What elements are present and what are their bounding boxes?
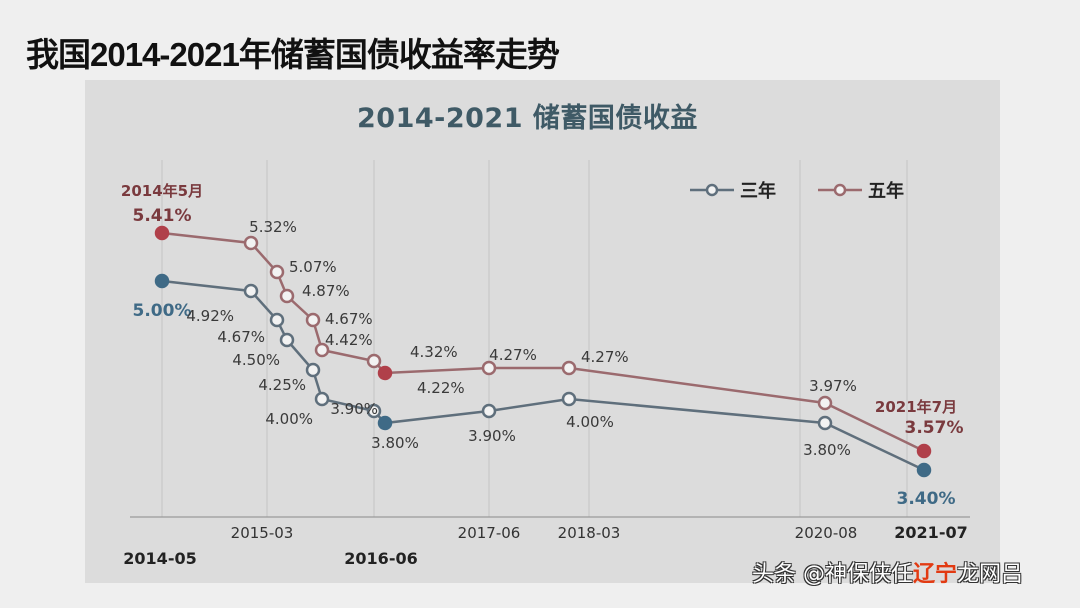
data-point	[377, 365, 393, 381]
data-point	[314, 391, 330, 407]
x-tick-label: 2020-08	[795, 524, 858, 542]
data-point	[916, 443, 932, 459]
vertical-gridlines	[161, 160, 908, 517]
data-point	[305, 312, 321, 328]
legend: 三年 五年	[690, 180, 904, 202]
data-label: 5.00%	[133, 301, 192, 321]
series-group	[154, 225, 932, 478]
x-tick-label: 2018-03	[558, 524, 621, 542]
data-label: 5.41%	[133, 206, 192, 226]
data-point	[366, 403, 382, 419]
data-point	[916, 462, 932, 478]
data-point	[269, 312, 285, 328]
data-label: 5.07%	[289, 258, 337, 276]
data-label: 4.25%	[258, 376, 306, 394]
data-label: 4.42%	[325, 331, 373, 349]
data-point	[561, 360, 577, 376]
data-point	[481, 403, 497, 419]
annotation-end: 2021年7月	[875, 398, 957, 416]
data-point	[269, 264, 285, 280]
data-label: 4.27%	[489, 346, 537, 364]
data-point	[314, 342, 330, 358]
data-point	[481, 360, 497, 376]
watermark-suffix: 龙网吕	[957, 562, 1024, 587]
annotation-start: 2014年5月	[121, 182, 203, 200]
data-label: 3.57%	[905, 418, 964, 438]
data-label: 3.40%	[897, 489, 956, 509]
data-point	[561, 391, 577, 407]
legend-label-five-year: 五年	[868, 180, 904, 202]
x-tick-label: 2016-06	[344, 549, 417, 568]
data-label: 3.90%	[468, 427, 516, 445]
x-tick-label: 2021-07	[894, 523, 967, 542]
data-label: 4.00%	[566, 413, 614, 431]
data-label: 4.67%	[217, 328, 265, 346]
data-label: 4.22%	[417, 379, 465, 397]
data-label: 4.50%	[232, 351, 280, 369]
data-label: 3.80%	[803, 441, 851, 459]
legend-marker	[833, 183, 847, 197]
data-labels: 5.00%4.92% 4.67% 4.50% 4.25% 4.00% 3.90% 3.80%…	[121, 182, 964, 509]
data-label: 4.32%	[410, 343, 458, 361]
data-point	[154, 225, 170, 241]
data-label: 5.32%	[249, 218, 297, 236]
data-point	[154, 273, 170, 289]
data-label: 3.90%	[330, 400, 378, 418]
data-point	[243, 235, 259, 251]
data-point	[243, 283, 259, 299]
legend-marker	[705, 183, 719, 197]
data-point	[279, 288, 295, 304]
data-label: 4.00%	[265, 410, 313, 428]
data-label: 4.27%	[581, 348, 629, 366]
data-label: 4.87%	[302, 282, 350, 300]
data-point	[817, 415, 833, 431]
page-title: 我国2014-2021年储蓄国债收益率走势	[26, 36, 560, 73]
data-point	[305, 362, 321, 378]
chart-title: 2014-2021 储蓄国债收益	[357, 103, 698, 134]
data-label: 4.92%	[186, 307, 234, 325]
watermark-overlay: 辽宁	[913, 562, 958, 587]
data-label: 3.80%	[371, 434, 419, 452]
data-label: 3.97%	[809, 377, 857, 395]
x-tick-label: 2014-05	[123, 549, 196, 568]
data-point	[817, 395, 833, 411]
data-point	[366, 353, 382, 369]
data-point	[279, 332, 295, 348]
x-tick-label: 2017-06	[458, 524, 521, 542]
legend-label-three-year: 三年	[740, 180, 776, 202]
chart-panel	[85, 80, 1000, 583]
watermark-prefix: 头条 @神保侠任	[752, 562, 913, 587]
data-point	[377, 415, 393, 431]
x-tick-labels: 2014-05 2015-03 2016-06 2017-06 2018-03 2020-…	[123, 523, 967, 568]
x-tick-label: 2015-03	[231, 524, 294, 542]
watermark: 头条 @神保侠任辽宁龙网吕	[752, 556, 1023, 588]
data-label: 4.67%	[325, 310, 373, 328]
